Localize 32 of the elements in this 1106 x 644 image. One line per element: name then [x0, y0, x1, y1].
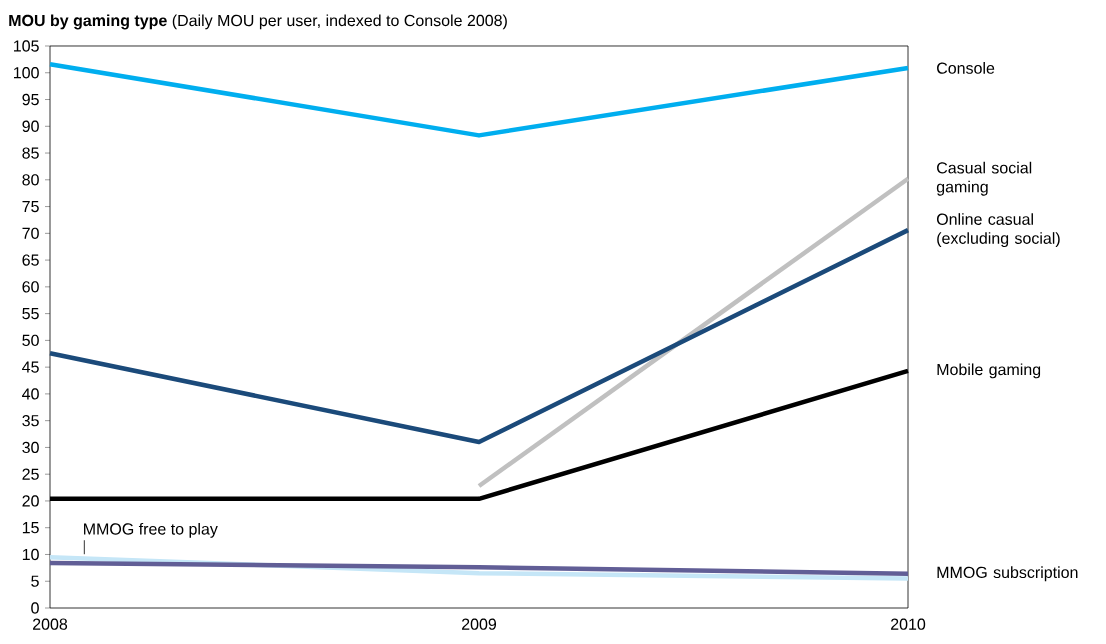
series-label: Casual social gaming — [936, 161, 1032, 196]
chart-title: MOU by gaming type (Daily MOU per user, indexed to Console 2008) — [9, 14, 507, 30]
series-label: Mobile gaming — [937, 363, 1041, 379]
y-tick-label: 105 — [14, 40, 39, 52]
y-tick-label: 15 — [22, 522, 39, 534]
series-label: MMOG subscription — [937, 566, 1078, 582]
y-tick-label: 60 — [22, 281, 39, 293]
y-tick-label: 35 — [22, 415, 39, 427]
y-tick-label: 0 — [31, 602, 39, 614]
y-tick-label: 30 — [22, 441, 39, 454]
y-tick-label: 20 — [22, 495, 39, 507]
x-tick-label: 2010 — [891, 618, 926, 630]
y-tick-label: 10 — [22, 548, 39, 561]
y-tick-label: 55 — [22, 308, 39, 320]
y-tick-label: 75 — [22, 200, 39, 213]
y-tick-label: 85 — [22, 147, 39, 159]
series-label: Online casual (excluding social) — [936, 213, 1060, 248]
x-tick-label: 2008 — [33, 618, 68, 630]
annotation: MMOG free to play — [84, 522, 218, 538]
y-tick-label: 25 — [22, 468, 39, 480]
y-tick-label: 70 — [22, 227, 39, 239]
y-tick-label: 65 — [22, 254, 39, 266]
y-tick-label: 50 — [22, 334, 39, 347]
y-tick-label: 90 — [22, 120, 39, 132]
x-tick-label: 2009 — [462, 618, 497, 630]
y-tick-label: 95 — [22, 93, 39, 106]
series-label: Console — [937, 62, 995, 74]
y-tick-label: 80 — [22, 174, 39, 186]
y-tick-label: 40 — [22, 388, 39, 400]
y-tick-label: 100 — [14, 67, 39, 79]
y-tick-label: 45 — [22, 361, 39, 373]
y-tick-label: 5 — [31, 575, 39, 587]
